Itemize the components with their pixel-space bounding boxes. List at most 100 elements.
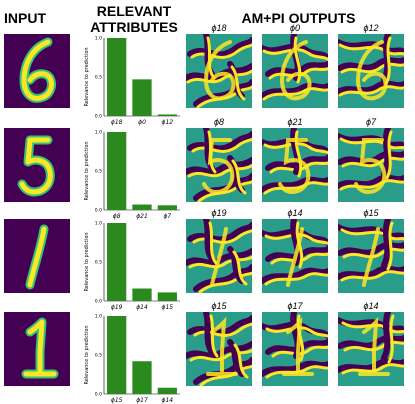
pattern-digit-trace xyxy=(278,138,311,195)
pattern-bright-band xyxy=(188,255,252,269)
pattern-digit-trace xyxy=(355,40,388,101)
pattern-dark-band xyxy=(265,246,328,262)
pattern-dark-band xyxy=(262,360,328,377)
pattern-dark-band xyxy=(338,174,404,189)
relevance-bar xyxy=(132,204,152,210)
pattern-dark-band xyxy=(381,219,391,268)
am-pi-outputs-header: AM+PI OUTPUTS xyxy=(241,10,356,26)
y-tick-label: 1.0 xyxy=(95,36,102,42)
relevant-attributes-header: RELEVANT ATTRIBUTES xyxy=(85,3,183,35)
pattern-digit-trace xyxy=(206,316,238,376)
pattern-bright-band xyxy=(264,233,328,246)
pattern-bright-band xyxy=(387,314,395,364)
input-digit-image xyxy=(4,128,70,202)
pattern-bright-band xyxy=(189,349,252,362)
am-pi-output-image xyxy=(262,312,328,386)
pattern-dark-band xyxy=(338,80,404,95)
x-tick-label: ϕ21 xyxy=(136,213,148,220)
relevance-bar xyxy=(107,132,127,210)
pattern-dark-band xyxy=(203,219,215,262)
x-tick-label: ϕ19 xyxy=(111,304,123,311)
example-row: Relevance to prediction 0.0 0.5 1.0 ϕ15 ϕ17 ϕ1… xyxy=(0,301,415,404)
pattern-dark-band xyxy=(381,34,391,83)
pattern-digit-trace xyxy=(282,316,314,376)
pattern-bright-band xyxy=(262,48,328,62)
digit-stroke xyxy=(21,39,55,101)
pattern-bright-band xyxy=(186,69,252,84)
relevance-bar xyxy=(107,38,127,116)
pattern-bright-band xyxy=(271,345,328,358)
y-axis-label: Relevance to prediction xyxy=(84,141,90,200)
relevance-bar xyxy=(157,387,177,394)
am-pi-output-image xyxy=(338,219,404,293)
y-tick-label: 0.0 xyxy=(95,299,102,305)
pattern-bright-band xyxy=(270,252,328,265)
pattern-bright-band xyxy=(341,363,404,375)
output-attribute-label: ϕ21 xyxy=(287,117,303,127)
am-pi-output-image xyxy=(338,312,404,386)
pattern-dark-band xyxy=(290,219,301,266)
pattern-dark-band xyxy=(338,265,404,280)
input-digit-image xyxy=(4,34,70,108)
relevance-bar-chart: Relevance to prediction 0.0 0.5 1.0 ϕ15 ϕ17 ϕ1… xyxy=(84,314,180,404)
x-tick-label: ϕ17 xyxy=(136,397,148,404)
relevance-bar-chart: Relevance to prediction 0.0 0.5 1.0 ϕ8 ϕ21 ϕ7 xyxy=(84,130,180,220)
am-pi-output-image xyxy=(338,34,404,108)
relevance-bar-chart: Relevance to prediction 0.0 0.5 1.0 ϕ18 ϕ0 ϕ12 xyxy=(84,36,180,126)
pattern-bright-band xyxy=(265,365,328,379)
am-pi-output-image xyxy=(186,312,252,386)
pattern-dark-band xyxy=(290,128,301,175)
pattern-bright-band xyxy=(341,156,404,168)
pattern-bright-band xyxy=(208,221,218,265)
relevant-header-line1: RELEVANT xyxy=(96,3,172,19)
am-pi-output-image xyxy=(338,128,404,202)
pattern-bright-band xyxy=(187,163,252,178)
relevance-bar xyxy=(132,79,152,116)
am-pi-output-image xyxy=(262,219,328,293)
pattern-bright-band xyxy=(265,326,328,338)
pattern-dark-band xyxy=(193,264,252,292)
pattern-dark-band xyxy=(187,37,252,58)
pattern-dark-band xyxy=(227,339,245,377)
relevance-bar xyxy=(132,361,152,394)
pattern-bright-band xyxy=(264,272,328,286)
pattern-dark-band xyxy=(186,157,252,175)
pattern-dark-band xyxy=(187,315,252,336)
output-attribute-label: ϕ7 xyxy=(365,117,376,127)
pattern-digit-trace xyxy=(210,227,228,287)
y-tick-label: 0.5 xyxy=(95,353,102,359)
x-tick-label: ϕ8 xyxy=(113,213,121,220)
pattern-bright-band xyxy=(231,159,247,195)
pattern-bright-band xyxy=(343,340,404,352)
example-row: Relevance to prediction 0.0 0.5 1.0 ϕ18 ϕ0 ϕ12… xyxy=(0,23,415,126)
y-tick-label: 1.0 xyxy=(95,314,102,320)
digit-stroke xyxy=(27,226,47,288)
pattern-digit-trace xyxy=(354,138,387,195)
output-attribute-label: ϕ14 xyxy=(363,301,379,311)
output-attribute-label: ϕ19 xyxy=(211,208,227,218)
pattern-bright-band xyxy=(386,221,394,271)
output-attribute-label: ϕ18 xyxy=(211,23,227,33)
pattern-bright-band xyxy=(293,36,302,84)
pattern-dark-band xyxy=(265,61,328,77)
relevance-bar xyxy=(132,288,152,301)
am-pi-output-image xyxy=(186,219,252,293)
pattern-dark-band xyxy=(262,82,328,99)
pattern-bright-band xyxy=(385,130,393,180)
input-digit-image xyxy=(4,312,70,386)
pattern-bright-band xyxy=(232,250,248,286)
pattern-dark-band xyxy=(265,339,328,355)
pattern-bright-band xyxy=(233,343,249,379)
am-pi-output-image xyxy=(186,34,252,108)
pattern-dark-band xyxy=(262,43,328,61)
output-attribute-label: ϕ15 xyxy=(363,208,379,218)
example-row: Relevance to prediction 0.0 0.5 1.0 ϕ8 ϕ21 ϕ7 ϕ… xyxy=(0,117,415,220)
x-tick-label: ϕ0 xyxy=(138,119,146,126)
pattern-digit-trace xyxy=(202,138,235,195)
relevance-bar xyxy=(157,292,177,301)
output-attribute-label: ϕ17 xyxy=(287,301,303,311)
y-tick-label: 0.0 xyxy=(95,208,102,214)
pattern-dark-band xyxy=(187,131,252,152)
relevance-bar xyxy=(157,205,177,210)
x-tick-label: ϕ14 xyxy=(162,397,174,404)
